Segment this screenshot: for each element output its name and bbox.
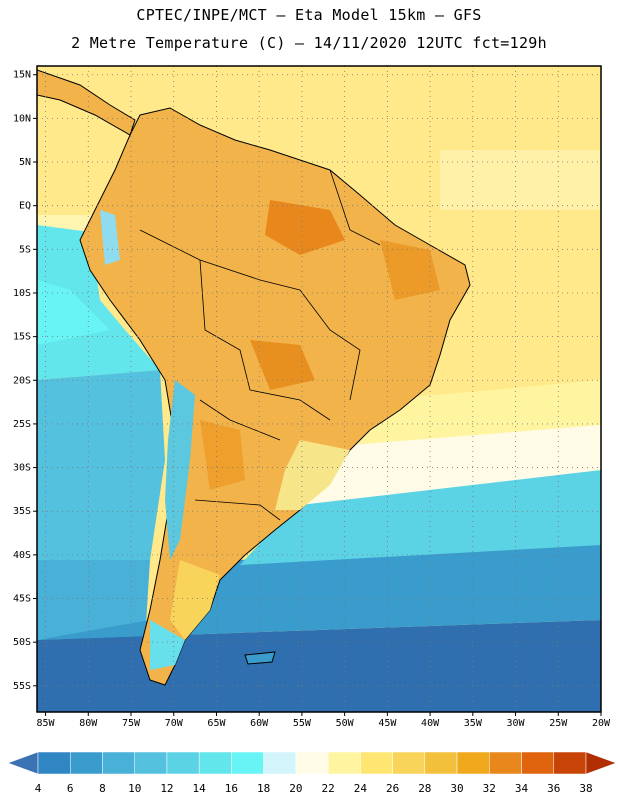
lat-label: 10N: [13, 113, 31, 124]
andes-north-cold: [100, 210, 120, 265]
color-bar-cell: [7, 751, 39, 775]
color-bar-labels: 4 6 8 10 12 14 16 18 20 22 24 26 28 30 32 34 36 38: [35, 782, 593, 795]
color-bar-label: 30: [450, 782, 463, 795]
region-patagonia: [170, 560, 220, 640]
ocean-atlantic-14: [240, 470, 601, 565]
color-bar-cell: [102, 751, 135, 775]
color-bar-label: 10: [128, 782, 141, 795]
hot-region-northeast: [380, 240, 440, 300]
lon-label: 65W: [207, 718, 226, 729]
lon-label: 85W: [37, 718, 56, 729]
color-bar-label: 34: [515, 782, 529, 795]
color-bar-label: 38: [579, 782, 592, 795]
lon-label: 70W: [165, 718, 184, 729]
hot-region-chaco: [200, 420, 245, 490]
gridlines: [37, 66, 601, 712]
color-bar-label: 20: [289, 782, 302, 795]
color-bar-cell: [198, 751, 232, 775]
color-bar-cell: [37, 751, 71, 775]
color-bar-label: 4: [35, 782, 42, 795]
ocean-atlantic-22: [350, 380, 601, 445]
longitude-labels: 85W 80W 75W 70W 65W 60W 55W 50W 45W 40W 35W 30W 25W 2…: [37, 712, 611, 729]
color-bar-cell: [489, 751, 522, 775]
lat-label: 35S: [13, 506, 31, 517]
country-borders: [139, 169, 381, 521]
hot-region-amazon: [265, 200, 345, 255]
map-title-line-1: CPTEC/INPE/MCT – Eta Model 15km – GFS: [136, 6, 482, 24]
lat-label: 5S: [19, 244, 31, 255]
color-bar-label: 14: [193, 782, 207, 795]
color-bar-cell: [134, 751, 168, 775]
color-bar-label: 6: [67, 782, 74, 795]
color-bar-cell: [521, 751, 555, 775]
lon-label: 80W: [79, 718, 98, 729]
falkland-islands: [244, 651, 276, 665]
lon-label: 55W: [293, 718, 312, 729]
color-bar-cell: [69, 751, 103, 775]
lat-label: 15S: [13, 332, 31, 343]
lon-label: 30W: [507, 718, 526, 729]
color-bar-cell: [456, 751, 490, 775]
hot-region-center: [250, 340, 315, 390]
color-bar-cell: [360, 751, 393, 775]
lat-label: 30S: [13, 463, 31, 474]
lon-label: 45W: [378, 718, 397, 729]
temperature-map: 15N 10N 5N EQ 5S 10S 15S 20S 25S 30S 35S 40S 45S 50S 5…: [13, 65, 611, 729]
lon-label: 50W: [336, 718, 355, 729]
lat-label: 40S: [13, 550, 31, 561]
color-bar: 4 6 8 10 12 14 16 18 20 22 24 26 28 30 32 34 36 38: [7, 751, 617, 795]
lat-label: 20S: [13, 375, 31, 386]
lat-label: 5N: [19, 157, 31, 168]
lat-label: 25S: [13, 419, 31, 430]
ocean-pacific-10: [37, 560, 150, 640]
lat-label: 45S: [13, 594, 31, 605]
lon-label: 40W: [421, 718, 440, 729]
lat-label: 55S: [13, 681, 31, 692]
ocean-pacific-16: [37, 225, 160, 380]
lat-label: EQ: [19, 201, 31, 212]
latitude-labels: 15N 10N 5N EQ 5S 10S 15S 20S 25S 30S 35S 40S 45S 50S 5…: [13, 70, 37, 692]
lat-label: 50S: [13, 637, 31, 648]
color-bar-cell: [553, 751, 587, 775]
color-bar-label: 28: [418, 782, 431, 795]
color-bar-cell: [295, 751, 329, 775]
color-bar-cell: [327, 751, 361, 775]
ocean-pacific-18: [37, 280, 110, 345]
ocean-pacific-12: [37, 370, 165, 560]
color-bar-cells: [7, 751, 617, 775]
color-bar-label: 8: [99, 782, 106, 795]
color-bar-cell: [263, 751, 297, 775]
map-frame: [36, 65, 602, 713]
color-bar-label: 12: [160, 782, 173, 795]
lon-label: 20W: [592, 718, 611, 729]
map-field: [37, 66, 601, 712]
central-america-land: [37, 69, 136, 136]
map-title-line-2: 2 Metre Temperature (C) – 14/11/2020 12U…: [71, 34, 547, 52]
color-bar-cell: [585, 751, 617, 775]
color-bar-cell: [231, 751, 264, 775]
ocean-band-24: [440, 150, 601, 210]
cool-region-south-brazil: [275, 440, 350, 510]
color-bar-label: 26: [386, 782, 399, 795]
color-bar-label: 16: [225, 782, 238, 795]
color-bar-cell: [392, 751, 426, 775]
color-bar-label: 22: [321, 782, 334, 795]
color-bar-label: 32: [483, 782, 496, 795]
lon-label: 60W: [250, 718, 269, 729]
lat-label: 15N: [13, 70, 31, 81]
lat-label: 10S: [13, 288, 31, 299]
andes-cold-strip: [165, 380, 195, 560]
color-bar-cell: [166, 751, 200, 775]
color-bar-label: 36: [547, 782, 560, 795]
lon-label: 75W: [122, 718, 141, 729]
color-bar-cell: [424, 751, 458, 775]
color-bar-label: 18: [257, 782, 270, 795]
lon-label: 35W: [464, 718, 483, 729]
lon-label: 25W: [549, 718, 568, 729]
color-bar-label: 24: [354, 782, 368, 795]
tierra-del-fuego-cold: [150, 620, 185, 670]
